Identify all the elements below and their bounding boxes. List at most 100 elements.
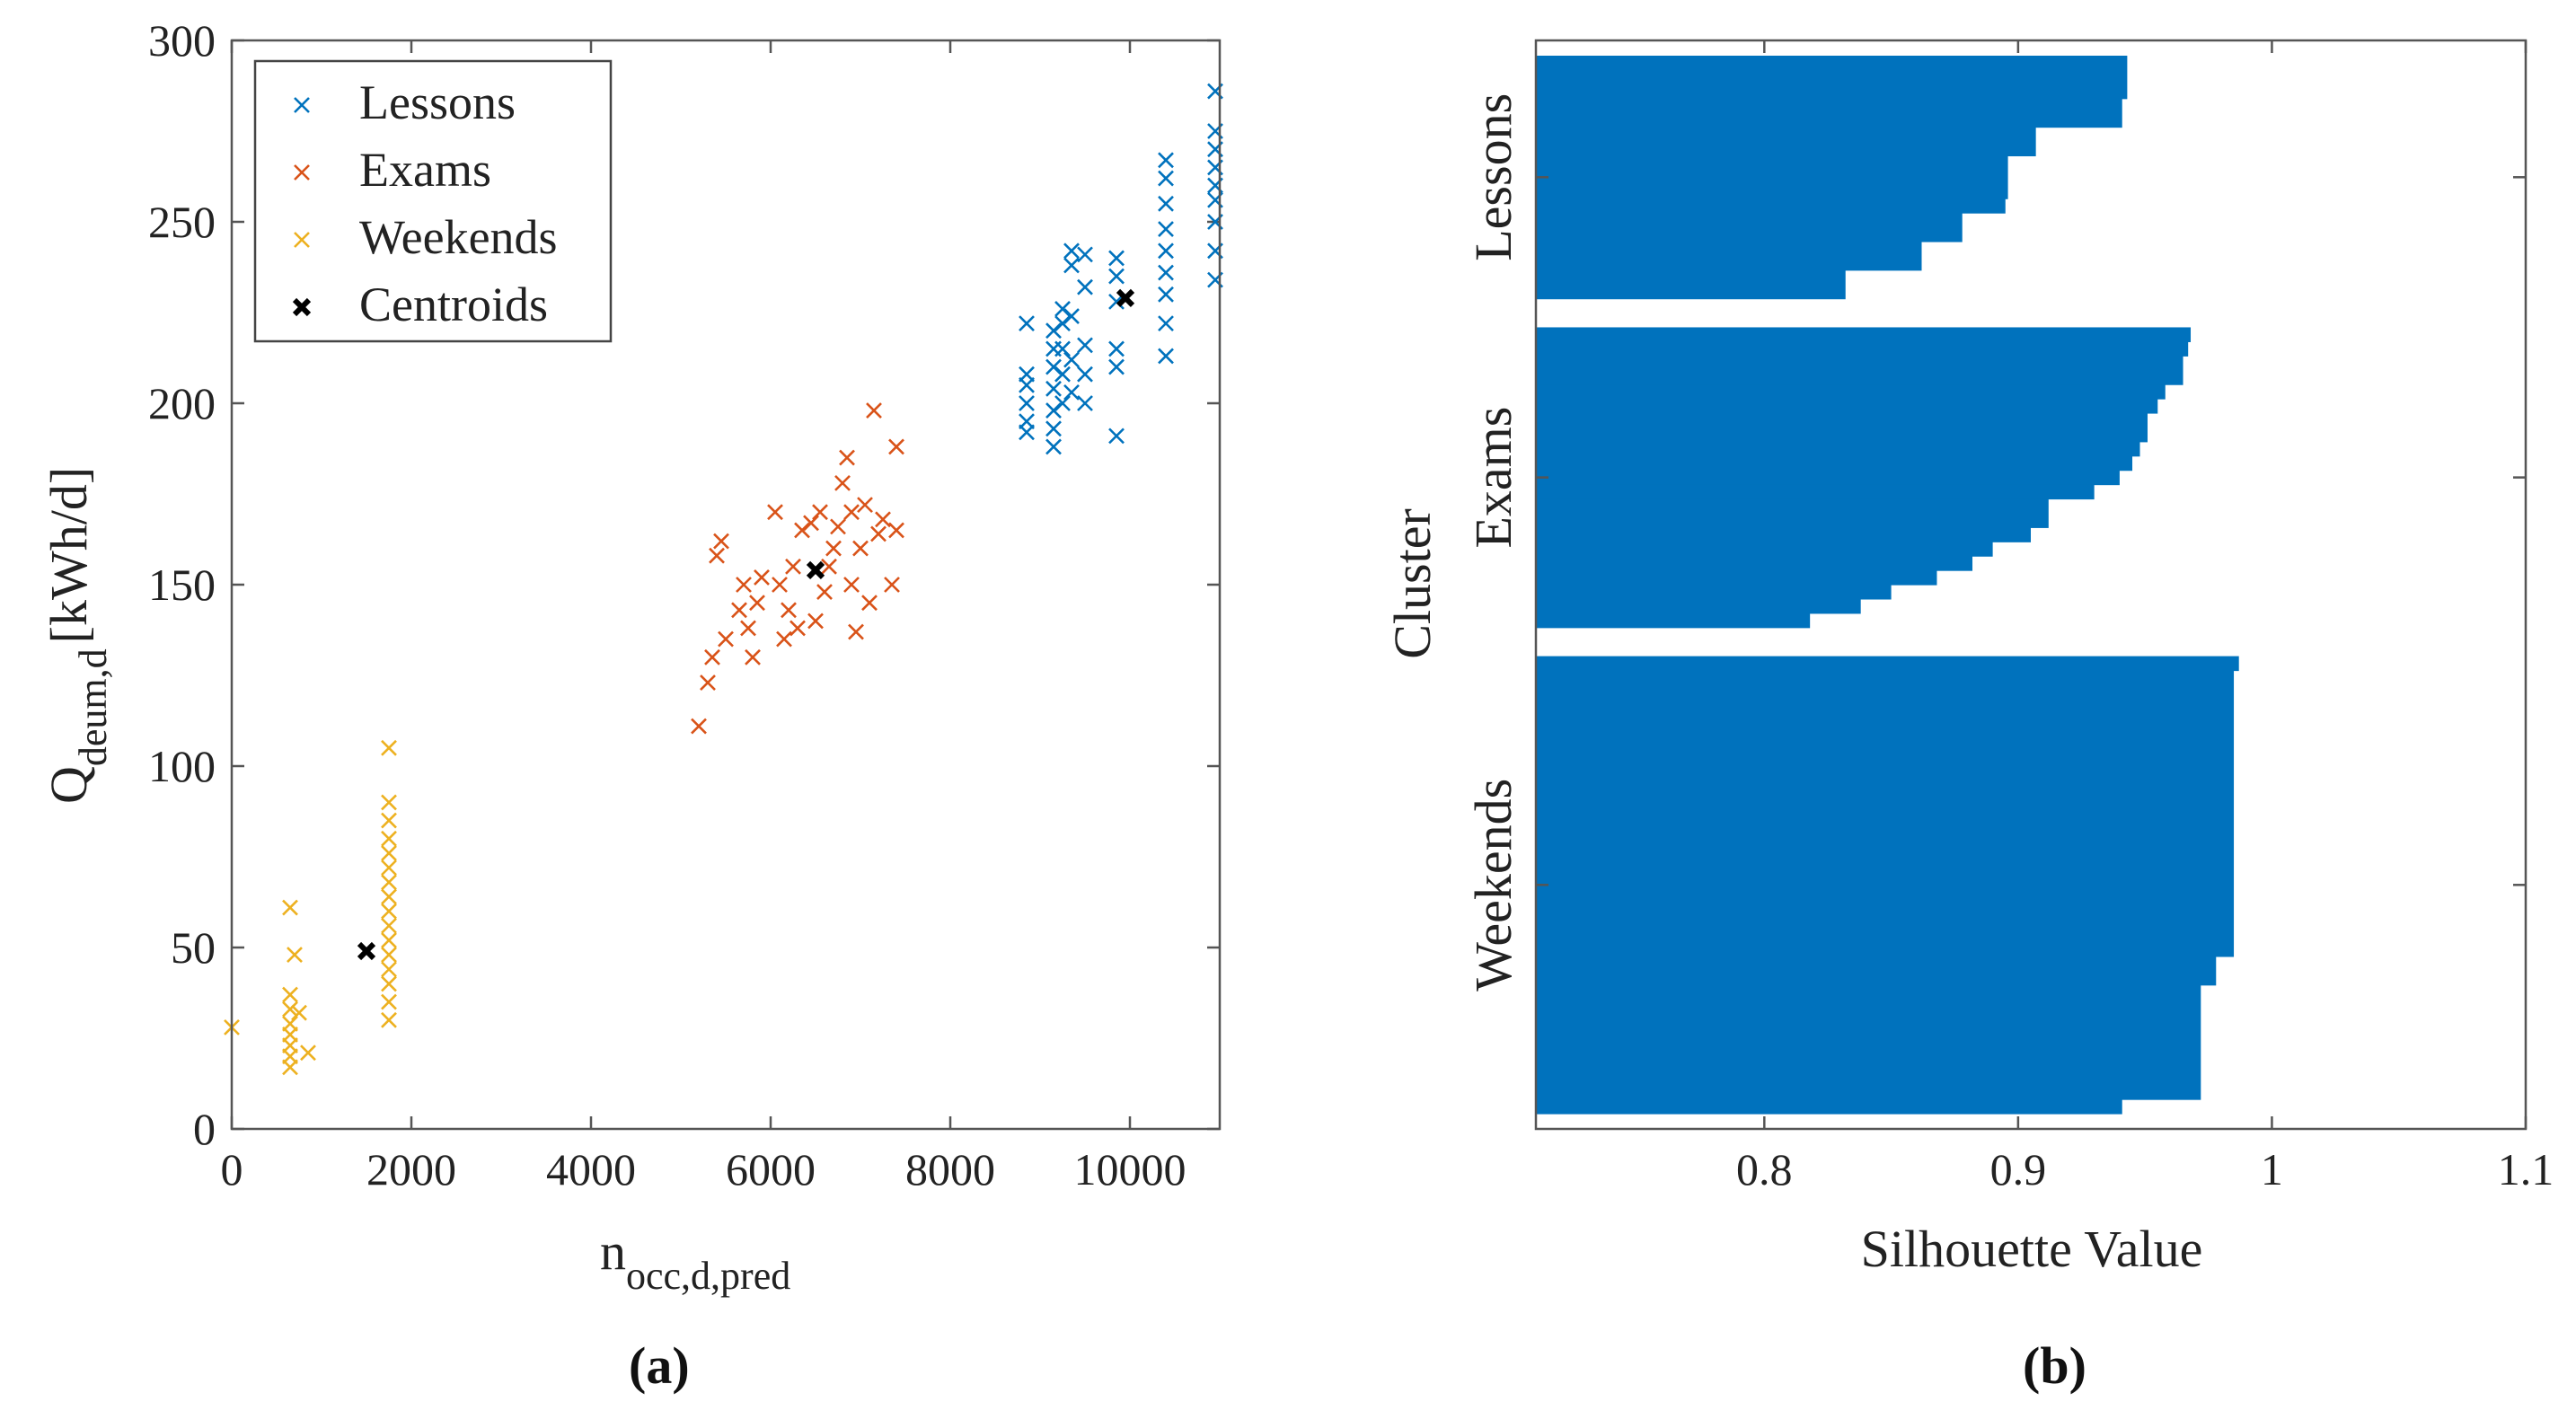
scatter-plot-panel: 0 2000 4000 6000 8000 10000 0 50 100 150 200 250 30… xyxy=(40,15,1223,1395)
silhouette-plot-frame xyxy=(1534,39,2527,1131)
point-exams-28 xyxy=(857,497,873,514)
cluster-label-weekends: Weekends xyxy=(1464,779,1522,992)
scatter-legend: Lessons Exams Weekends Centroids xyxy=(253,59,613,343)
point-weekends-23 xyxy=(381,845,397,861)
point-weekends-25 xyxy=(381,812,397,829)
point-lessons-36 xyxy=(1158,286,1174,303)
point-weekends-14 xyxy=(381,975,397,992)
scatter-x-tick-label-4000: 4000 xyxy=(546,1144,636,1194)
point-exams-11 xyxy=(754,569,770,586)
silhouette-bar-exams-15 xyxy=(1536,585,1892,600)
silhouette-bars xyxy=(1536,56,2239,1115)
silhouette-bar-exams-4 xyxy=(1536,399,2158,414)
silhouette-bar-exams-1 xyxy=(1536,341,2189,357)
point-exams-38 xyxy=(812,504,828,521)
scatter-x-tick-label-0: 0 xyxy=(221,1144,243,1194)
point-weekends-15 xyxy=(381,961,397,978)
cluster-label-lessons: Lessons xyxy=(1464,93,1522,261)
point-exams-21 xyxy=(825,540,842,557)
silhouette-x-ticks: 0.8 0.9 1 1.1 xyxy=(1736,40,2554,1194)
point-exams-39 xyxy=(843,504,860,521)
point-exams-0 xyxy=(691,718,707,735)
point-weekends-9 xyxy=(287,947,303,963)
point-exams-26 xyxy=(848,623,864,640)
silhouette-bar-weekends-3 xyxy=(1536,984,2201,1100)
silhouette-bar-exams-8 xyxy=(1536,470,2120,486)
point-lessons-32 xyxy=(1108,268,1125,285)
silhouette-bar-exams-13 xyxy=(1536,556,1973,571)
point-weekends-20 xyxy=(381,888,397,905)
silhouette-cluster-labels: Lessons Exams Weekends xyxy=(1464,93,1522,992)
silhouette-bar-exams-14 xyxy=(1536,570,1937,586)
point-exams-20 xyxy=(821,558,837,575)
point-exams-22 xyxy=(830,518,846,535)
silhouette-bar-exams-10 xyxy=(1536,498,2049,528)
point-lessons-6 xyxy=(1045,438,1062,455)
point-lessons-40 xyxy=(1158,195,1174,212)
silhouette-plot-panel: 0.8 0.9 1 1.1 Lessons Exams Weekends Silhouet… xyxy=(1383,39,2554,1395)
legend-marker-lessons xyxy=(294,97,310,113)
point-lessons-22 xyxy=(1063,242,1080,260)
legend-symbol-weekends xyxy=(294,232,310,248)
scatter-y-tick-label-100: 100 xyxy=(148,741,216,791)
point-lessons-41 xyxy=(1158,170,1174,187)
point-lessons-38 xyxy=(1158,242,1174,260)
cluster-label-exams: Exams xyxy=(1464,407,1522,549)
point-lessons-8 xyxy=(1045,402,1062,419)
legend-item-centroids: Centroids xyxy=(292,278,548,331)
point-lessons-4 xyxy=(1019,366,1035,383)
legend-marker-centroids xyxy=(292,297,312,317)
point-exams-36 xyxy=(767,504,783,521)
silhouette-bar-exams-12 xyxy=(1536,542,1993,557)
point-exams-10 xyxy=(749,595,765,612)
point-exams-5 xyxy=(718,630,734,648)
legend-label-exams: Exams xyxy=(359,143,491,197)
point-weekends-5 xyxy=(282,1015,298,1032)
silhouette-bar-lessons-0 xyxy=(1536,56,2128,100)
point-exams-18 xyxy=(807,613,824,630)
point-lessons-10 xyxy=(1045,358,1062,375)
silhouette-bar-lessons-1 xyxy=(1536,98,2122,128)
legend-label-lessons: Lessons xyxy=(359,75,516,129)
point-lessons-35 xyxy=(1158,315,1174,332)
panel-label-a: (a) xyxy=(629,1336,690,1395)
point-lessons-12 xyxy=(1045,322,1062,339)
point-exams-8 xyxy=(740,620,756,637)
silhouette-x-axis-title: Silhouette Value xyxy=(1861,1220,2203,1278)
point-exams-24 xyxy=(839,449,855,466)
legend-label-centroids: Centroids xyxy=(359,278,548,331)
scatter-y-tick-label-300: 300 xyxy=(148,15,216,66)
legend-item-lessons: Lessons xyxy=(294,75,516,129)
silhouette-bar-weekends-2 xyxy=(1536,956,2217,986)
point-lessons-25 xyxy=(1077,337,1093,354)
silhouette-bar-exams-9 xyxy=(1536,484,2095,500)
scatter-x-axis-title: nocc,d,pred xyxy=(600,1222,790,1298)
silhouette-bar-exams-11 xyxy=(1536,527,2031,542)
point-exams-3 xyxy=(709,547,725,564)
scatter-x-tick-label-6000: 6000 xyxy=(726,1144,816,1194)
point-lessons-2 xyxy=(1019,395,1035,411)
cluster-lessons-bars xyxy=(1536,56,2128,300)
legend-marker-exams xyxy=(294,164,310,181)
x-axis-title-sub: occ,d,pred xyxy=(626,1254,790,1298)
point-lessons-37 xyxy=(1158,264,1174,281)
y-axis-title-main: Q xyxy=(40,766,98,804)
legend-symbol-lessons xyxy=(294,97,310,113)
silhouette-x-tick-label-3: 1.1 xyxy=(2498,1144,2554,1194)
series-centroids xyxy=(357,288,1135,961)
point-exams-6 xyxy=(731,602,747,619)
point-exams-4 xyxy=(713,533,729,550)
point-lessons-33 xyxy=(1108,250,1125,267)
point-lessons-24 xyxy=(1077,366,1093,383)
point-lessons-17 xyxy=(1054,301,1071,317)
silhouette-bar-exams-17 xyxy=(1536,613,1811,629)
point-exams-31 xyxy=(870,525,887,542)
point-weekends-18 xyxy=(381,917,397,934)
legend-label-weekends: Weekends xyxy=(359,210,558,264)
point-weekends-27 xyxy=(381,739,397,756)
legend-symbol-centroids xyxy=(292,297,312,317)
point-lessons-7 xyxy=(1045,420,1062,437)
silhouette-bar-lessons-3 xyxy=(1536,155,2008,199)
silhouette-y-ticks xyxy=(1536,176,2526,886)
